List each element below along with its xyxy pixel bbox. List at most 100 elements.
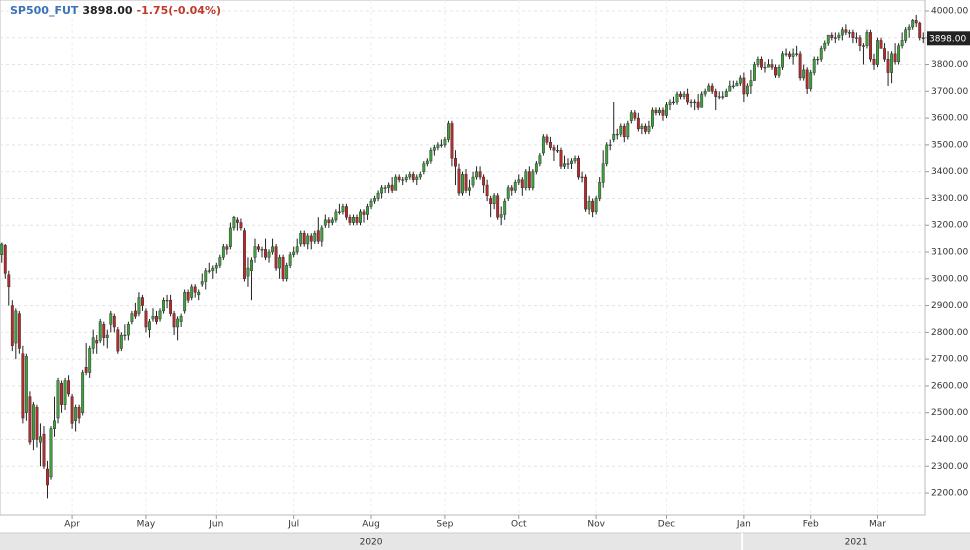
candle-body	[450, 123, 454, 159]
candle-body	[383, 187, 387, 189]
candle-body	[823, 42, 827, 49]
candle-body	[696, 101, 700, 108]
candle-body	[70, 396, 74, 424]
candle-body	[489, 198, 493, 205]
candle-body	[415, 176, 419, 180]
candle-body	[102, 324, 106, 338]
candle-body	[545, 136, 549, 143]
candle-body	[35, 407, 39, 440]
candle-body	[119, 334, 123, 349]
candle-body	[904, 29, 908, 41]
candle-body	[749, 80, 753, 87]
candle-body	[475, 171, 478, 178]
candle-body	[218, 257, 222, 266]
candle-body	[359, 211, 362, 223]
candle-body	[436, 144, 440, 148]
candle-body	[408, 174, 412, 178]
candle-body	[636, 117, 640, 130]
candle-body	[21, 353, 25, 419]
candle-body	[123, 334, 127, 337]
candle-body	[879, 40, 883, 49]
candle-body	[647, 125, 651, 132]
y-tick-label: 2700.00	[931, 355, 968, 365]
candle-body	[615, 133, 619, 136]
candle-body	[594, 198, 598, 213]
candle-body	[323, 219, 327, 226]
candle-body	[735, 83, 739, 87]
candle-body	[130, 313, 134, 322]
candle-body	[805, 69, 809, 89]
candle-body	[355, 216, 359, 223]
candle-body	[819, 48, 823, 60]
candle-body	[812, 58, 816, 73]
x-tick-label: Apr	[64, 520, 80, 530]
candle-body	[352, 216, 355, 223]
candle-body	[299, 233, 303, 245]
price-tag-label: 3898.00	[929, 34, 966, 44]
candle-body	[49, 428, 53, 478]
candle-body	[373, 198, 377, 202]
candle-body	[650, 109, 654, 127]
year-label: 2021	[845, 538, 868, 548]
candle-body	[211, 267, 215, 271]
candle-body	[700, 93, 704, 108]
candle-body	[872, 58, 876, 65]
y-tick-label: 3600.00	[931, 114, 968, 124]
candle-body	[499, 214, 503, 218]
candle-body	[710, 85, 714, 92]
candle-body	[84, 366, 88, 373]
candle-body	[559, 150, 563, 167]
y-tick-label: 3100.00	[931, 248, 968, 258]
candle-body	[541, 136, 545, 154]
candle-body	[39, 436, 42, 443]
candle-body	[200, 281, 204, 285]
candle-body	[260, 249, 264, 251]
y-tick-label: 3000.00	[931, 274, 968, 284]
candle-body	[56, 380, 60, 419]
x-tick-label: Feb	[803, 520, 819, 530]
x-tick-label: Aug	[362, 520, 380, 530]
candle-body	[584, 176, 588, 210]
candle-body	[795, 53, 799, 55]
candle-body	[527, 171, 531, 188]
candle-body	[169, 300, 173, 314]
header: SP500_FUT 3898.00 -1.75(-0.04%)	[10, 4, 225, 17]
candle-body	[288, 254, 292, 266]
year-label: 2020	[360, 538, 383, 548]
candle-body	[714, 91, 718, 97]
candle-body	[77, 407, 81, 419]
candle-body	[668, 101, 672, 105]
candle-body	[165, 300, 169, 302]
candle-body	[464, 174, 468, 191]
candle-body	[869, 32, 872, 60]
x-tick-label: Jun	[208, 520, 223, 530]
candle-body	[179, 316, 183, 322]
candle-body	[686, 93, 690, 103]
y-tick-label: 2600.00	[931, 381, 968, 391]
candle-body	[366, 206, 369, 215]
candle-body	[207, 270, 211, 272]
candle-body	[148, 321, 151, 330]
candle-body	[81, 372, 85, 413]
candle-body	[443, 139, 447, 146]
candle-body	[302, 233, 306, 245]
candle-body	[900, 40, 904, 46]
candle-body	[411, 174, 415, 180]
candle-body	[246, 267, 250, 277]
candle-body	[281, 257, 285, 279]
candle-body	[141, 297, 144, 306]
y-tick-label: 3800.00	[931, 60, 968, 70]
candle-body	[457, 168, 461, 194]
candle-body	[517, 179, 521, 183]
candle-body	[63, 380, 67, 405]
candle-body	[447, 123, 450, 140]
candle-body	[74, 407, 78, 421]
candle-body	[605, 144, 609, 164]
candle-body	[17, 313, 21, 349]
candle-body	[348, 216, 352, 223]
candle-body	[320, 227, 324, 242]
candle-body	[513, 182, 517, 191]
candle-body	[422, 163, 426, 172]
candle-body	[137, 297, 141, 314]
